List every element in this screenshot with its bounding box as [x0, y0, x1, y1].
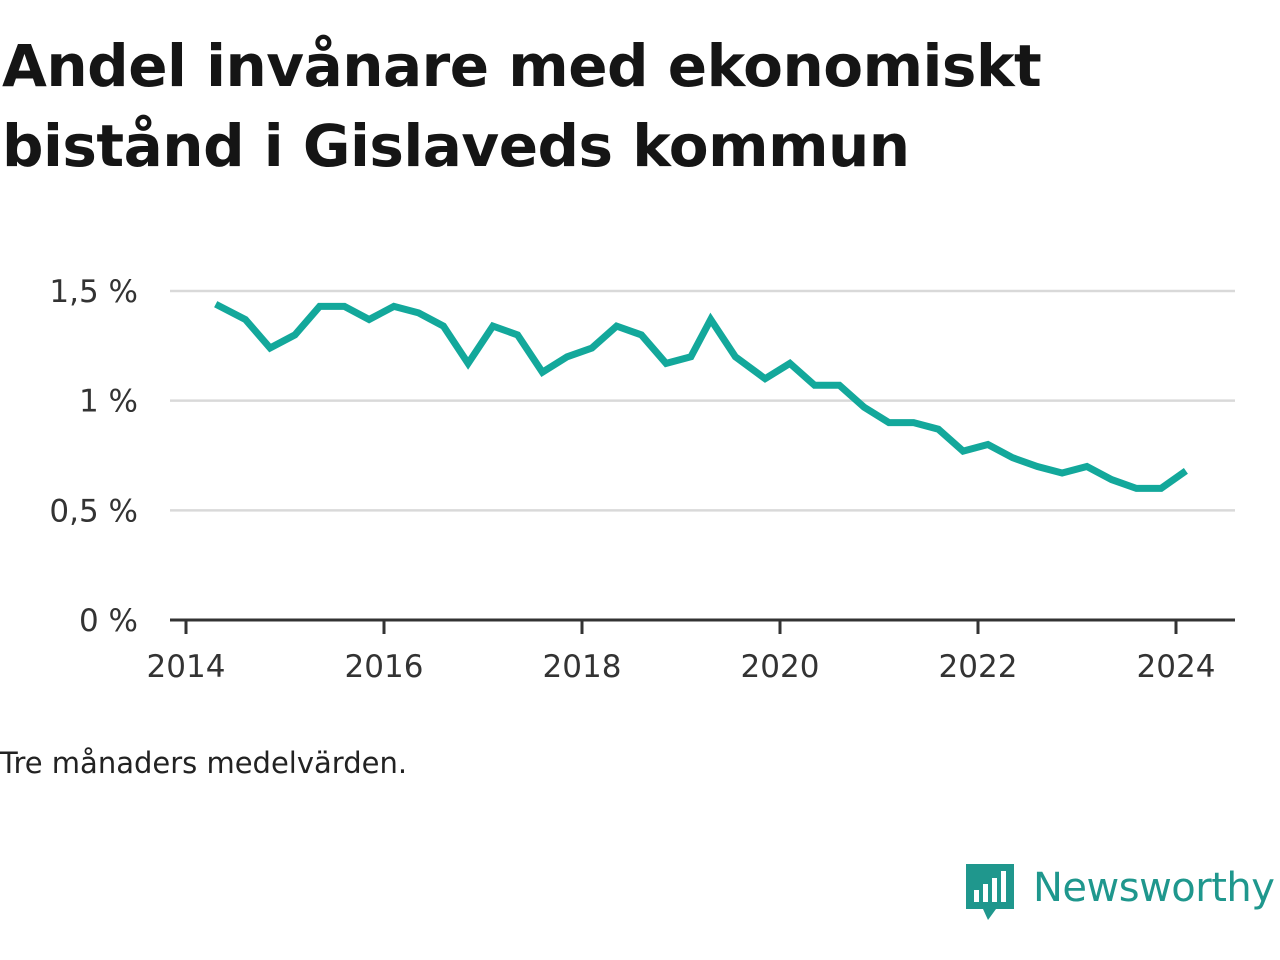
x-tick-label: 2018 [543, 649, 622, 685]
line-chart: 0 % 0,5 % 1 % 1,5 % 2014 2016 2018 2020 2022 202… [49, 274, 1235, 685]
series-layer [214, 301, 1188, 492]
y-tick-label: 0,5 % [49, 493, 138, 529]
y-tick-label: 1,5 % [49, 274, 138, 310]
y-axis-tick-labels: 0 % 0,5 % 1 % 1,5 % [49, 274, 138, 639]
x-axis [170, 618, 1235, 634]
gridlines [170, 289, 1235, 512]
x-tick-label: 2024 [1137, 649, 1216, 685]
chart-title: Andel invånare med ekonomiskt bistånd i … [2, 32, 1042, 180]
bar-chart-speech-bubble-icon [966, 864, 1014, 920]
brand-name: Newsworthy [1033, 865, 1275, 911]
x-tick-label: 2016 [345, 649, 424, 685]
series-line [214, 301, 1188, 492]
x-tick-label: 2022 [939, 649, 1018, 685]
y-tick-label: 0 % [79, 603, 138, 639]
x-axis-tick-labels: 2014 2016 2018 2020 2022 2024 [147, 649, 1216, 685]
x-tick-label: 2020 [741, 649, 820, 685]
x-tick-label: 2014 [147, 649, 226, 685]
chart-note: Tre månaders medelvärden. [0, 746, 408, 780]
brand-logo: Newsworthy [963, 862, 1275, 926]
y-tick-label: 1 % [79, 384, 138, 420]
